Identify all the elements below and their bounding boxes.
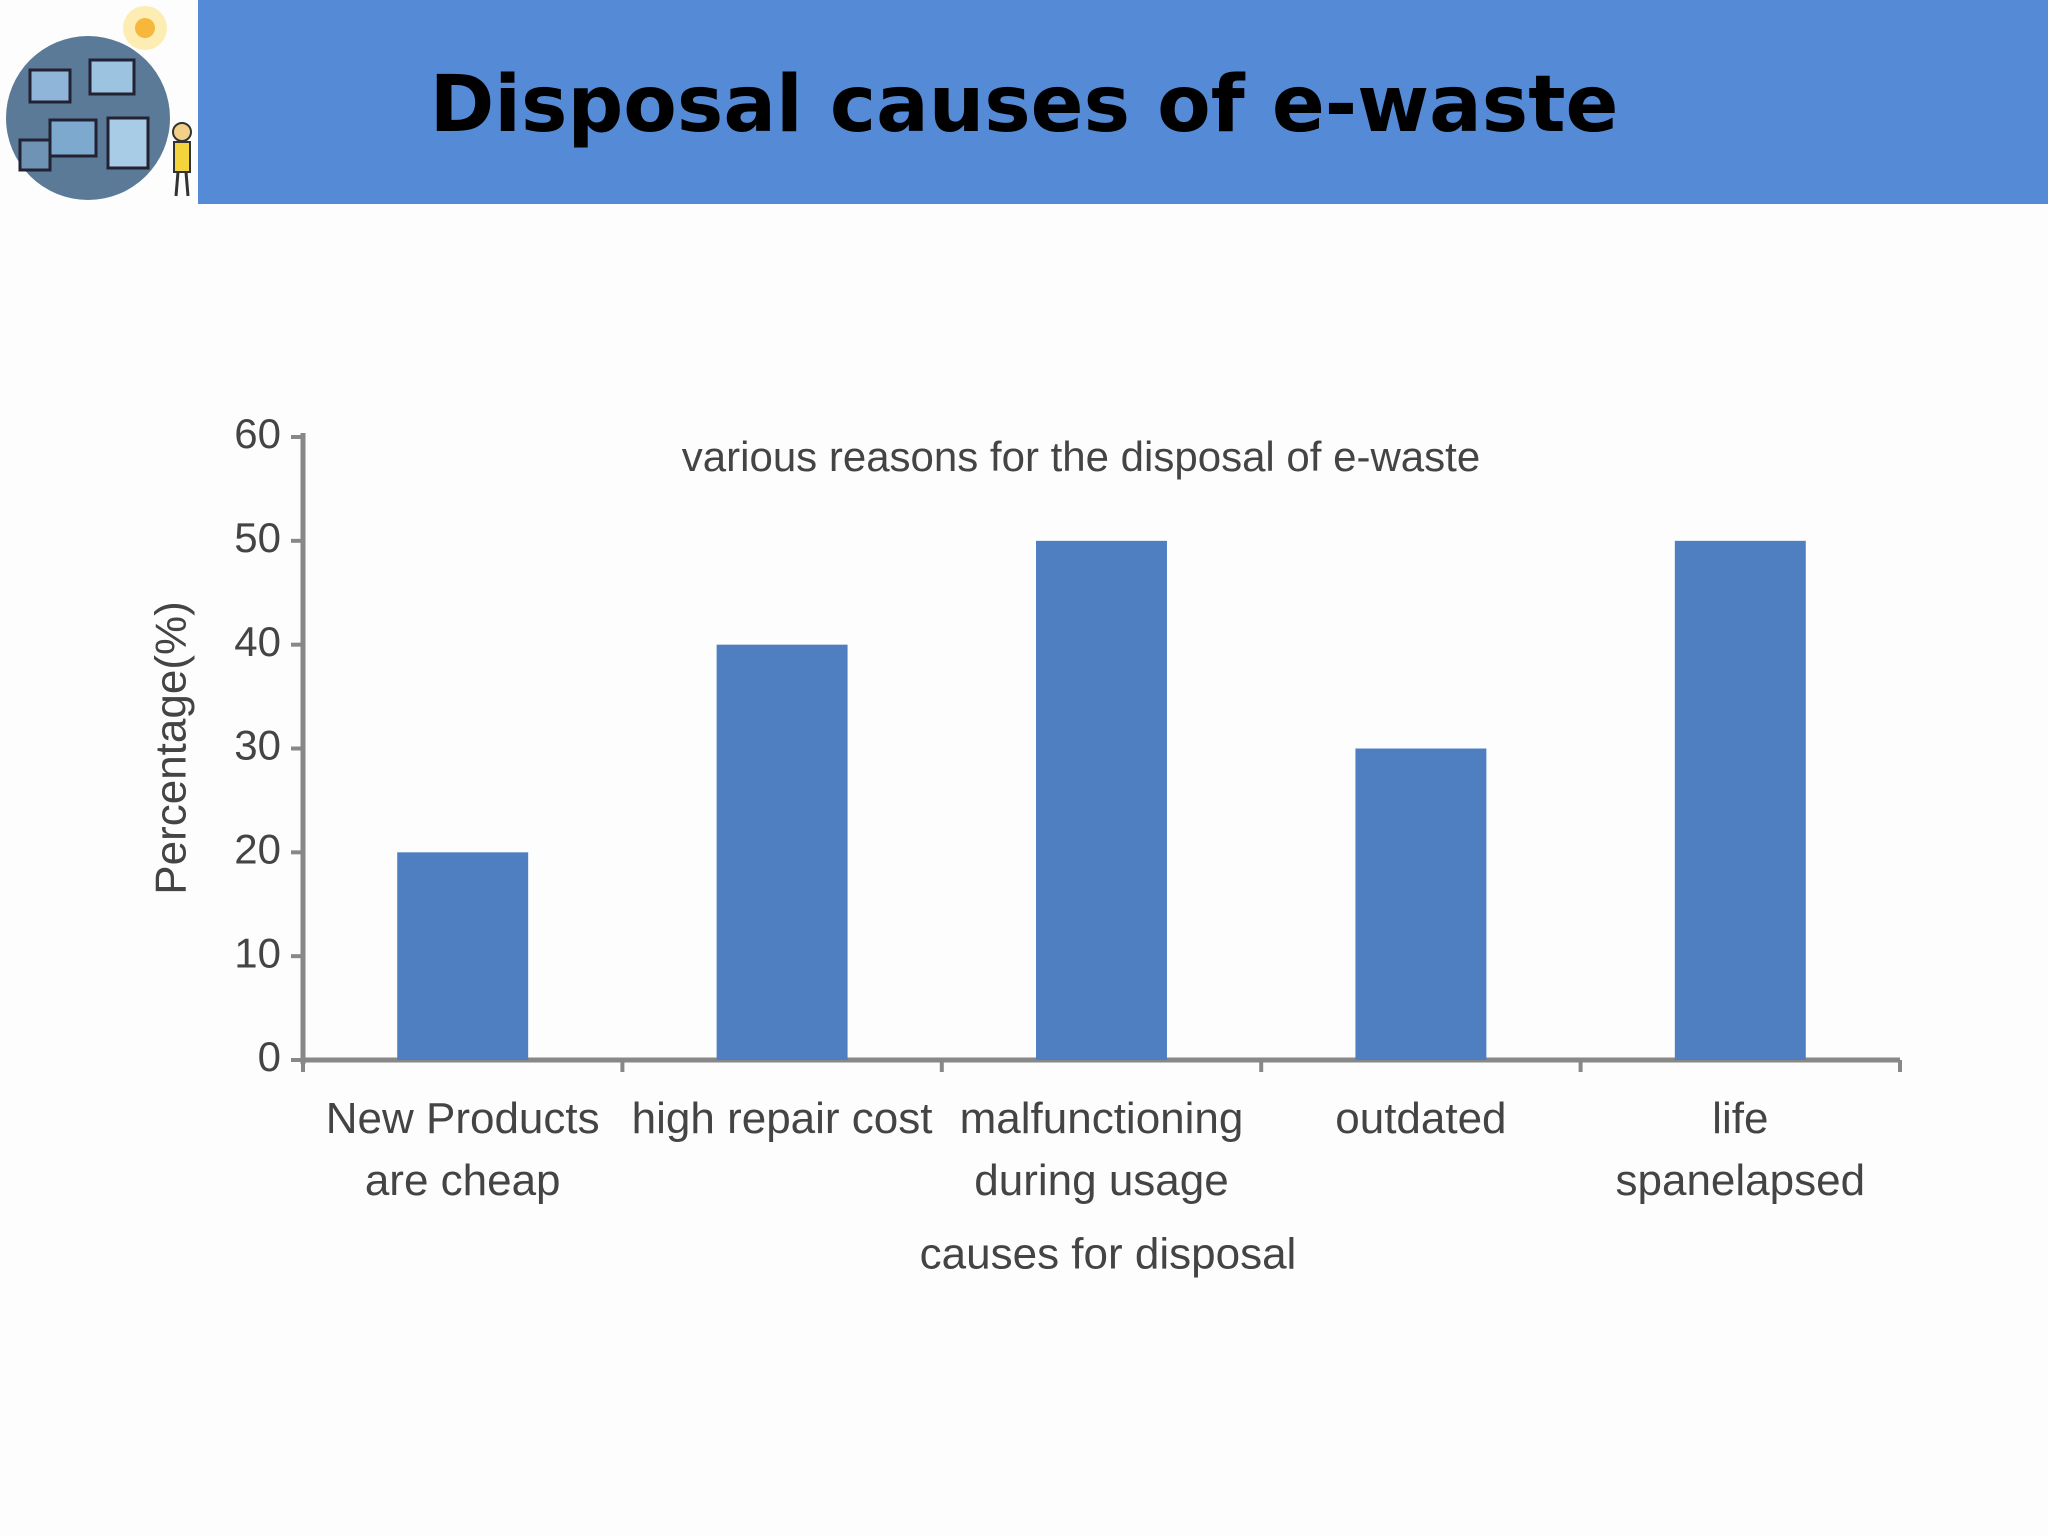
slide-title: Disposal causes of e-waste [429,60,1619,150]
header-bar [198,0,2048,204]
x-tick-label: New Products are cheap [325,1094,600,1205]
y-tick-label: 20 [234,825,281,872]
y-axis-label: Percentage(%) [147,601,196,894]
bar [716,644,848,1060]
y-tick-label: 50 [234,514,281,561]
x-tick-label: outdated [1335,1094,1507,1143]
logo [6,6,192,200]
y-tick-label: 40 [234,618,281,665]
y-tick-label: 60 [234,410,281,457]
x-tick-label: high repair cost [631,1094,933,1143]
y-tick-label: 10 [234,929,281,976]
bar [397,852,529,1060]
bar [1674,540,1806,1060]
bar [1036,540,1167,1060]
y-tick-label: 0 [258,1033,281,1080]
x-tick-label: life spanelapsed [1615,1094,1866,1205]
x-axis-label: causes for disposal [920,1230,1297,1279]
chart-title: various reasons for the disposal of e-wa… [682,433,1480,480]
x-tick-label: malfunctioning during usage [959,1094,1244,1205]
bar [1355,748,1487,1060]
y-tick-label: 30 [234,722,281,769]
